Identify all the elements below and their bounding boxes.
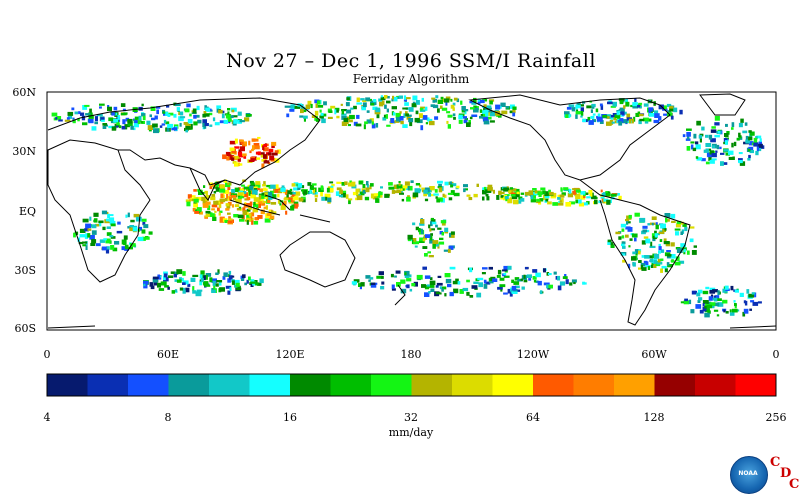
colorbar-swatch-8 — [371, 374, 412, 396]
rain-layer — [51, 95, 765, 318]
lat-label-60s: 60S — [14, 322, 36, 335]
colorbar-swatch-11 — [492, 374, 534, 396]
map-frame — [46, 91, 777, 331]
colorbar-swatch-5 — [249, 374, 291, 396]
colorbar-swatch-6 — [290, 374, 331, 396]
colorbar-swatch-16 — [695, 374, 736, 396]
colorbar-tick-16: 16 — [283, 411, 297, 424]
colorbar-swatch-1 — [87, 374, 129, 396]
colorbar — [46, 373, 777, 397]
map-subtitle: Ferriday Algorithm — [352, 72, 470, 86]
colorbar-swatch-4 — [209, 374, 250, 396]
lon-label-60e: 60E — [156, 348, 180, 361]
colorbar-swatch-2 — [128, 374, 169, 396]
lon-label-120w: 120W — [516, 348, 550, 361]
colorbar-swatch-3 — [168, 374, 210, 396]
lat-label-30s: 30S — [14, 264, 36, 277]
colorbar-tick-256: 256 — [765, 411, 787, 424]
lon-label-60w: 60W — [641, 348, 667, 361]
colorbar-swatch-14 — [614, 374, 655, 396]
colorbar-units: mm/day — [388, 426, 434, 439]
lat-label-30n: 30N — [12, 145, 36, 158]
lat-label-eq: EQ — [18, 205, 36, 218]
cdc-letter-c1: C — [770, 455, 781, 470]
colorbar-swatch-15 — [654, 374, 696, 396]
colorbar-swatch-10 — [452, 374, 493, 396]
colorbar-swatch-7 — [330, 374, 372, 396]
colorbar-tick-32: 32 — [404, 411, 418, 424]
colorbar-border — [46, 373, 777, 397]
colorbar-tick-128: 128 — [643, 411, 665, 424]
colorbar-swatch-12 — [533, 374, 574, 396]
colorbar-tick-4: 4 — [43, 411, 51, 424]
lon-label-0-east: 0 — [772, 348, 780, 361]
colorbar-tick-8: 8 — [164, 411, 172, 424]
noaa-logo-icon — [730, 456, 768, 494]
lat-label-60n: 60N — [12, 86, 36, 99]
lon-label-0: 0 — [43, 348, 51, 361]
coastlines — [47, 93, 777, 329]
noaa-logo-text: NOAA — [738, 470, 758, 477]
colorbar-swatch-9 — [411, 374, 453, 396]
colorbar-tick-64: 64 — [526, 411, 540, 424]
lon-label-120e: 120E — [275, 348, 305, 361]
colorbar-swatch-17 — [735, 374, 777, 396]
map-area — [46, 91, 777, 331]
lon-label-180: 180 — [400, 348, 422, 361]
colorbar-swatch-13 — [573, 374, 615, 396]
cdc-letter-c2: C — [789, 477, 800, 492]
colorbar-swatch-0 — [47, 374, 88, 396]
map-title: Nov 27 – Dec 1, 1996 SSM/I Rainfall — [226, 50, 596, 72]
cdc-letter-d: D — [780, 466, 792, 481]
